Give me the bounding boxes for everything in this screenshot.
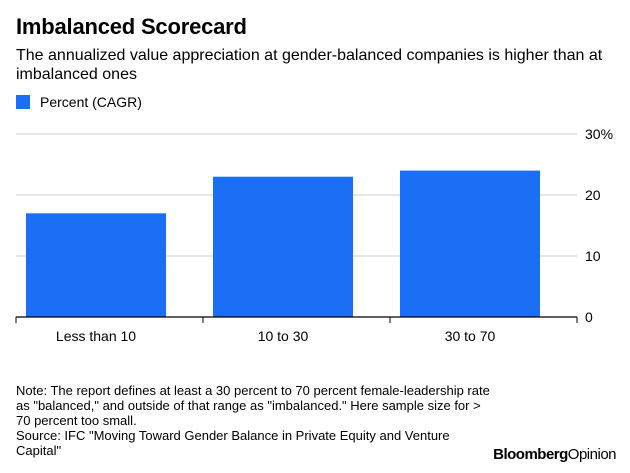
legend: Percent (CAGR) xyxy=(16,94,142,110)
brand-light: Opinion xyxy=(567,446,617,463)
x-tick-label: 30 to 70 xyxy=(445,328,496,344)
chart-title: Imbalanced Scorecard xyxy=(16,14,247,39)
note-text: Note: The report defines at least a 30 p… xyxy=(16,383,490,428)
x-tick-label: Less than 10 xyxy=(56,328,136,344)
brand-bold: Bloomberg xyxy=(493,446,568,463)
legend-swatch xyxy=(16,95,30,109)
y-tick-label: 20 xyxy=(585,187,601,203)
chart-subtitle: The annualized value appreciation at gen… xyxy=(16,47,603,83)
bar xyxy=(400,170,540,317)
bar xyxy=(26,213,166,317)
x-axis-title: Female % xyxy=(265,359,328,360)
bar xyxy=(213,176,353,317)
footnote: Note: The report defines at least a 30 p… xyxy=(16,383,496,458)
y-tick-label: 0 xyxy=(585,309,593,325)
y-tick-label: 10 xyxy=(585,248,601,264)
brand-logo: BloombergOpinion xyxy=(493,446,616,463)
legend-label: Percent (CAGR) xyxy=(40,94,142,110)
x-tick-label: 10 to 30 xyxy=(258,328,309,344)
bar-chart: 0 10 20 30% Less than 10 10 to 30 30 to 70 Fema… xyxy=(15,126,613,360)
source-text: Source: IFC "Moving Toward Gender Balanc… xyxy=(16,428,450,458)
y-tick-label: 30% xyxy=(585,126,613,142)
